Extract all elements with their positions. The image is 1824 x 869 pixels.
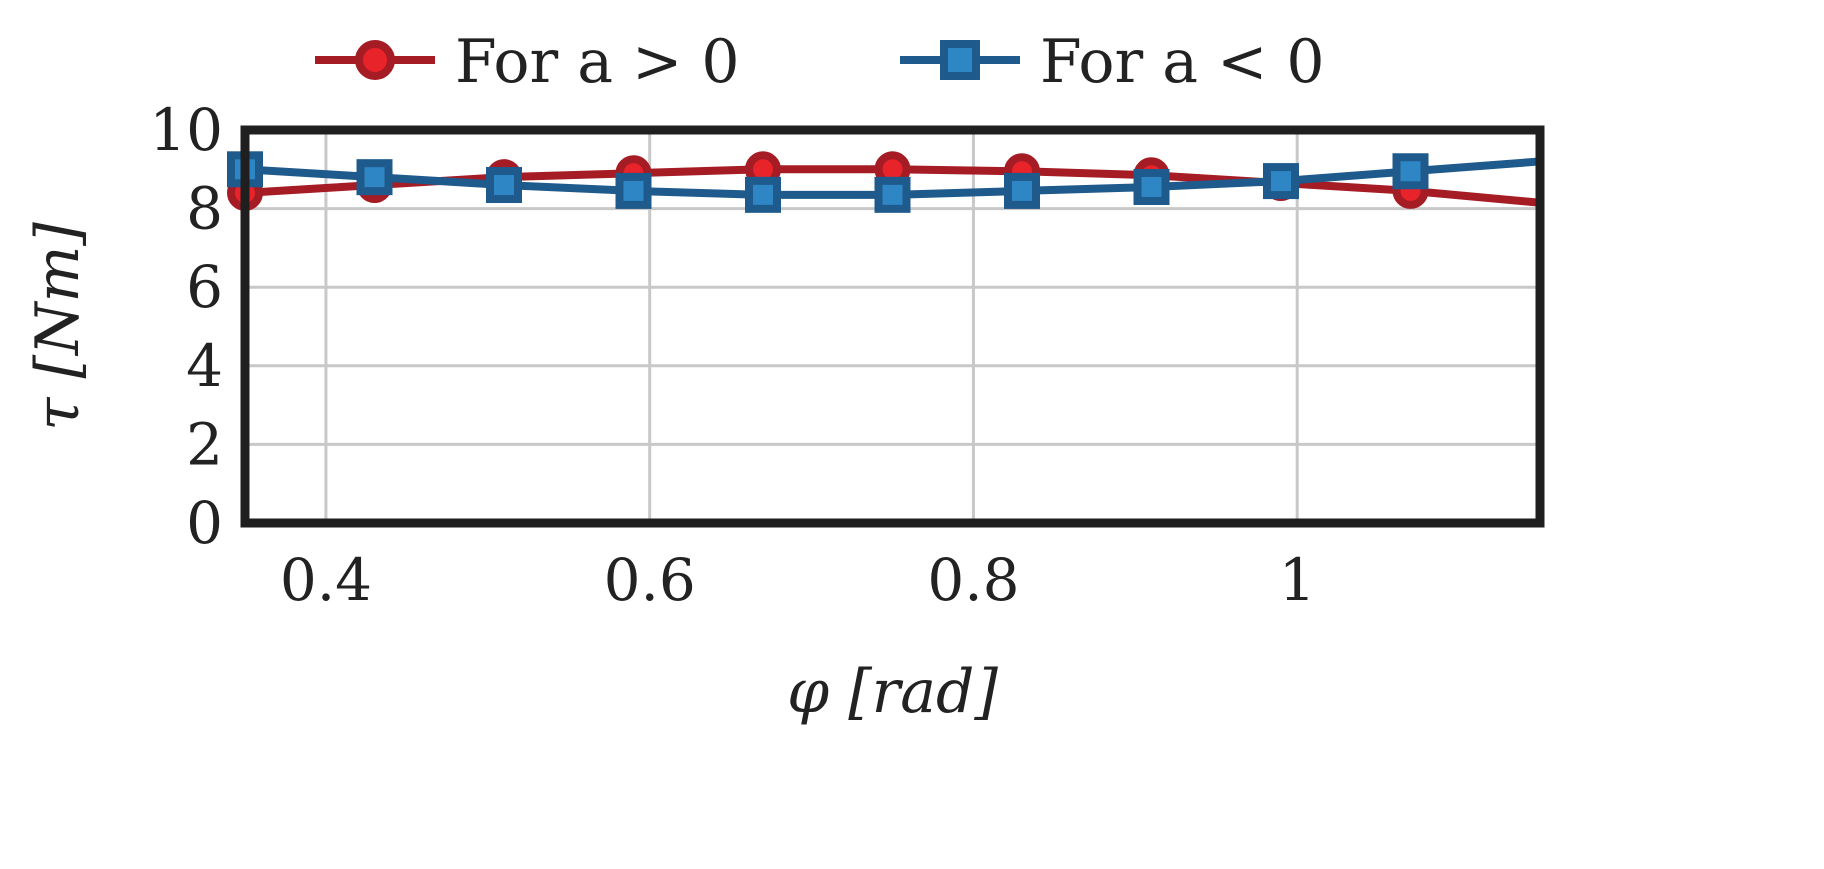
data-point	[615, 172, 652, 209]
data-point	[1392, 153, 1429, 190]
y-tick-label: 4	[186, 332, 223, 400]
series-layer	[227, 151, 1541, 213]
data-point	[874, 176, 911, 213]
x-tick-label: 1	[1279, 546, 1316, 614]
legend-label-a-positive: For a > 0	[455, 27, 740, 97]
y-tick-label: 6	[186, 253, 223, 321]
data-point	[1004, 172, 1040, 209]
data-point	[745, 176, 781, 213]
y-tick-label: 10	[149, 96, 223, 164]
x-tick-labels: 0.4 0.6 0.8 1	[280, 546, 1316, 614]
x-tick-label: 0.4	[280, 546, 372, 614]
legend-item-a-negative: For a < 0	[900, 27, 1325, 97]
x-axis-label: φ [rad]	[787, 657, 998, 727]
legend-item-a-positive: For a > 0	[315, 27, 740, 97]
y-tick-label: 0	[186, 489, 223, 557]
x-tick-label: 0.8	[927, 546, 1019, 614]
y-tick-labels: 0 2 4 6 8 10	[149, 96, 223, 557]
x-tick-label: 0.6	[604, 546, 696, 614]
legend-marker-square	[940, 40, 980, 80]
y-tick-label: 2	[186, 410, 223, 478]
data-point	[1263, 163, 1299, 200]
legend: For a > 0 For a < 0	[315, 27, 1325, 97]
data-point	[356, 159, 393, 196]
y-tick-label: 8	[186, 175, 223, 243]
legend-label-a-negative: For a < 0	[1040, 27, 1325, 97]
legend-marker-circle	[355, 40, 395, 80]
plot-frame	[240, 125, 1545, 528]
data-point	[1133, 168, 1170, 205]
data-point	[486, 167, 522, 204]
y-axis-label: τ [Nm]	[23, 222, 93, 431]
